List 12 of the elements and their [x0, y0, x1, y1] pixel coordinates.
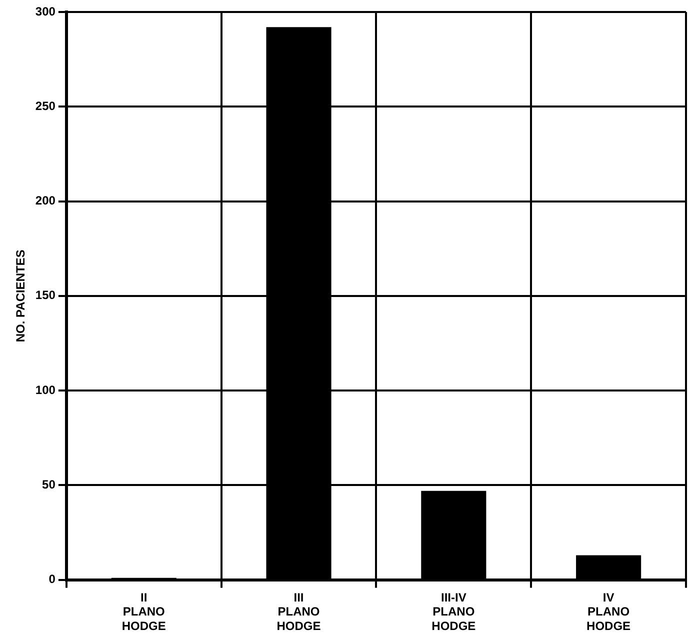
x-tick-label: III-IV PLANO HODGE	[432, 590, 476, 634]
x-tick-label: IV PLANO HODGE	[586, 590, 631, 634]
y-tick-label: 150	[35, 288, 56, 302]
y-tick-label: 300	[35, 4, 56, 18]
y-tick-label: 50	[42, 477, 56, 492]
y-tick-label: 200	[35, 194, 56, 208]
x-tick-label: III PLANO HODGE	[276, 590, 321, 634]
y-axis-title: NO. PACIENTES	[14, 250, 28, 342]
y-tick-label: 100	[35, 382, 56, 397]
x-tick-label: II PLANO HODGE	[122, 590, 166, 634]
y-tick-label: 250	[35, 98, 56, 113]
y-tick-label: 0	[48, 572, 56, 586]
